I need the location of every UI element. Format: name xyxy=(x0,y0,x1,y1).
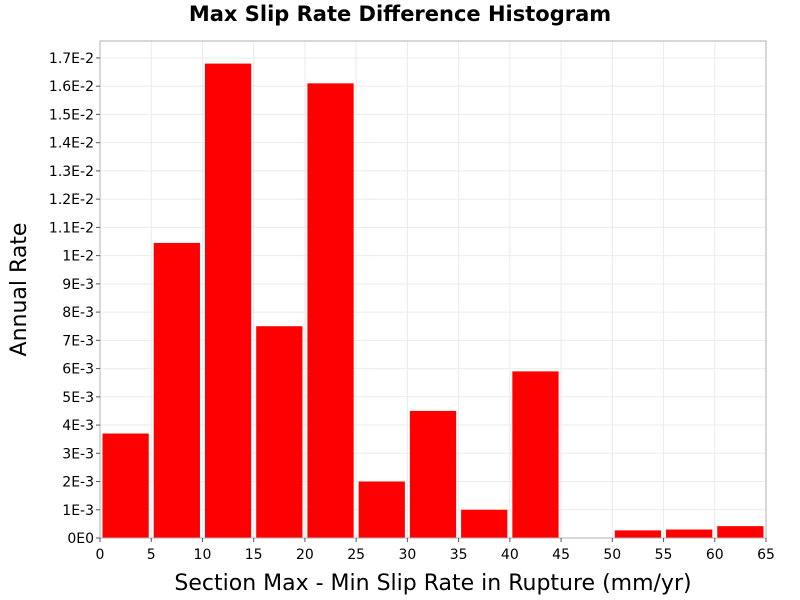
histogram-bar xyxy=(102,433,149,538)
x-tick-label: 35 xyxy=(450,547,468,563)
x-tick-label: 25 xyxy=(347,547,365,563)
x-tick-label: 50 xyxy=(603,547,621,563)
y-tick-label: 7E-3 xyxy=(62,333,94,349)
histogram-bar xyxy=(307,83,354,538)
y-tick-label: 6E-3 xyxy=(62,362,94,378)
y-tick-label: 2E-3 xyxy=(62,475,94,491)
y-axis-ticks: 0E0 1E-3 2E-3 3E-3 4E-3 5E-3 6E-3 7E-3 8E-3 9E-3 1… xyxy=(49,51,100,547)
y-tick-label: 1.2E-2 xyxy=(49,192,94,208)
histogram-bar xyxy=(409,410,457,538)
x-tick-label: 45 xyxy=(552,547,570,563)
y-tick-label: 1.3E-2 xyxy=(49,164,94,180)
y-tick-label: 3E-3 xyxy=(62,446,94,462)
x-axis-ticks: 0 5 10 15 20 25 30 35 40 45 50 55 60 65 xyxy=(96,538,775,563)
x-tick-label: 20 xyxy=(296,547,314,563)
x-tick-label: 55 xyxy=(655,547,673,563)
y-tick-label: 1E-3 xyxy=(62,503,94,519)
x-tick-label: 5 xyxy=(147,547,156,563)
y-axis-label: Annual Rate xyxy=(7,223,32,357)
x-tick-label: 10 xyxy=(194,547,212,563)
y-tick-label: 4E-3 xyxy=(62,418,94,434)
histogram-bar xyxy=(614,530,662,538)
x-tick-label: 30 xyxy=(398,547,416,563)
histogram-bar xyxy=(666,529,713,538)
y-tick-label: 1E-2 xyxy=(62,249,94,265)
y-tick-label: 1.1E-2 xyxy=(49,220,94,236)
x-tick-label: 0 xyxy=(96,547,105,563)
x-tick-label: 40 xyxy=(501,547,519,563)
y-tick-label: 1.4E-2 xyxy=(49,136,94,152)
plot-area-frame xyxy=(99,40,767,539)
histogram-bar xyxy=(717,526,764,538)
x-tick-label: 15 xyxy=(245,547,263,563)
x-tick-label: 60 xyxy=(706,547,724,563)
y-tick-label: 9E-3 xyxy=(62,277,94,293)
y-tick-label: 1.6E-2 xyxy=(49,79,94,95)
histogram-bar xyxy=(512,371,559,538)
x-axis-label: Section Max - Min Slip Rate in Rupture (… xyxy=(174,571,691,596)
histogram-bar xyxy=(204,63,252,538)
y-tick-label: 1.5E-2 xyxy=(49,107,94,123)
y-tick-label: 5E-3 xyxy=(62,390,94,406)
y-tick-label: 8E-3 xyxy=(62,305,94,321)
histogram-bar xyxy=(461,509,508,538)
bars xyxy=(102,63,764,538)
histogram-bar xyxy=(358,481,405,538)
histogram-bar xyxy=(153,242,200,538)
chart-title: Max Slip Rate Difference Histogram xyxy=(188,2,612,26)
histogram-bar xyxy=(256,326,303,538)
y-tick-label: 0E0 xyxy=(67,531,94,547)
y-tick-label: 1.7E-2 xyxy=(49,51,94,67)
x-tick-label: 65 xyxy=(757,547,775,563)
